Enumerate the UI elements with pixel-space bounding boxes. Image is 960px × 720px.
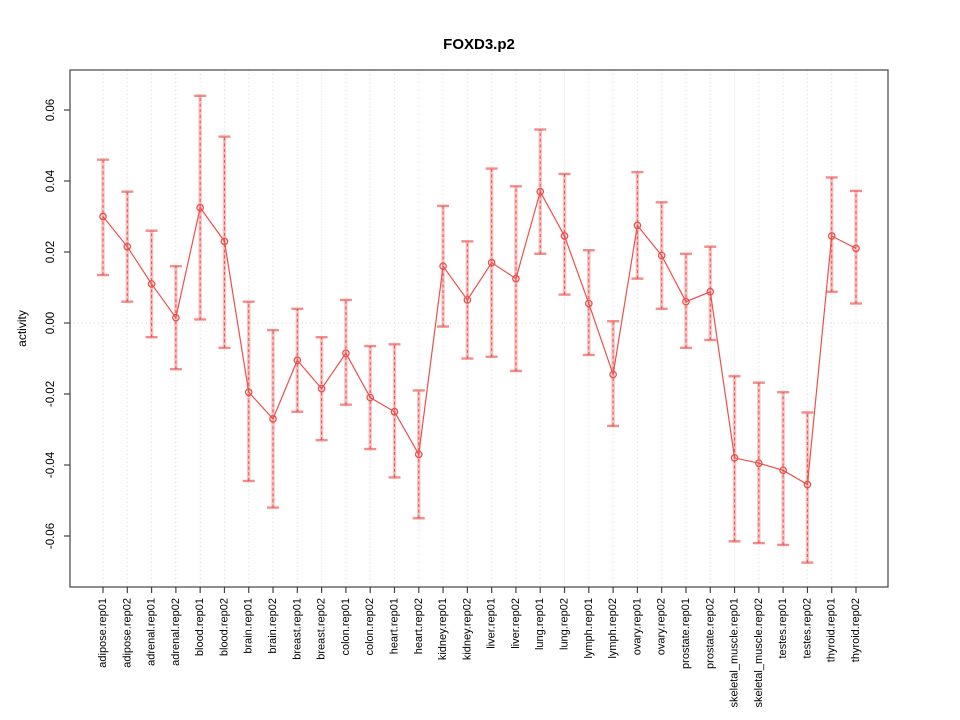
data-point [390,407,399,416]
x-tick-label: kidney.rep01 [437,598,449,660]
x-tick-label: skeletal_muscle.rep02 [753,598,765,707]
errorbars [97,94,862,564]
data-point [609,370,617,379]
x-tick-label: ovary.rep02 [656,598,668,655]
x-tick-label: testes.rep01 [777,598,789,659]
y-tick-label: -0.02 [45,381,57,407]
y-tick-label: -0.06 [45,523,57,549]
y-tick-label: 0.00 [45,312,57,334]
x-tick-label: prostate.rep02 [704,598,716,669]
data-point [633,221,642,230]
data-point [779,466,787,475]
data-point [852,244,860,253]
x-tick-label: testes.rep02 [801,598,813,659]
data-point [536,187,545,196]
x-tick-label: skeletal_muscle.rep01 [729,598,741,707]
x-tick-label: kidney.rep02 [461,598,473,660]
data-point [196,203,205,212]
data-point [512,274,520,283]
data-point [220,237,229,246]
x-tick-label: prostate.rep01 [680,598,692,669]
x-tick-label: breast.rep01 [291,598,303,660]
y-tick-label: 0.04 [45,169,57,192]
x-axis: adipose.rep01 adipose.rep02 adrenal.rep01 a… [97,587,862,707]
data-point [682,297,690,306]
data-point [317,384,326,393]
data-point [172,313,180,322]
data-point [147,280,156,288]
x-tick-label: thyroid.rep01 [826,598,838,662]
x-tick-label: liver.rep02 [510,598,522,649]
data-point [244,388,253,397]
x-tick-label: breast.rep02 [316,598,328,660]
x-tick-label: brain.rep02 [267,598,279,654]
data-point [269,414,277,423]
x-tick-label: thyroid.rep02 [850,598,862,662]
y-axis: 0.06 0.04 0.02 0.00 -0.02 -0.04 -0.06 [45,99,70,549]
x-tick-label: adrenal.rep02 [170,598,182,666]
data-point [657,251,666,260]
data-point [487,258,496,267]
chart-title: FOXD3.p2 [443,36,515,53]
y-tick-label: -0.04 [45,451,57,478]
y-tick-label: 0.06 [45,99,57,121]
x-tick-label: lung.rep02 [559,598,571,650]
plot-border [69,69,889,588]
data-point [439,262,447,271]
series-line [102,190,857,486]
gridlines [70,70,888,587]
data-point [560,232,569,240]
x-tick-label: colon.rep02 [364,598,376,656]
errorbar [728,375,741,543]
x-tick-label: adipose.rep02 [121,598,133,668]
x-tick-label: brain.rep01 [243,598,255,654]
x-tick-label: lymph.rep01 [583,598,595,659]
x-tick-label: blood.rep02 [218,598,230,656]
data-point [584,299,593,308]
errorbar [388,343,401,479]
x-tick-label: colon.rep01 [340,598,352,656]
x-tick-label: adrenal.rep01 [146,598,158,666]
x-tick-label: lymph.rep02 [607,598,619,659]
errorbar [777,391,790,547]
data-point [827,232,836,240]
data-point [366,393,375,402]
y-tick-label: 0.02 [45,241,57,263]
x-tick-label: ovary.rep01 [631,598,643,655]
y-axis-title: activity [15,310,29,347]
data-point [754,459,763,468]
x-tick-label: heart.rep01 [388,598,400,654]
errorbar [825,176,838,293]
errorbar [558,172,571,296]
x-tick-label: lung.rep01 [534,598,546,650]
data-point [293,356,302,365]
errorbar [850,189,862,305]
data-point [706,287,715,296]
x-tick-label: blood.rep01 [194,598,206,656]
data-point [803,480,812,489]
data-point [414,450,423,459]
x-tick-label: liver.rep01 [486,598,498,649]
data-point [342,349,350,358]
data-point [123,242,132,251]
data-point [730,454,739,462]
data-point [99,212,107,221]
x-tick-label: heart.rep02 [413,598,425,654]
x-tick-label: adipose.rep01 [97,598,109,668]
data-points [99,187,860,489]
data-point [463,296,472,304]
